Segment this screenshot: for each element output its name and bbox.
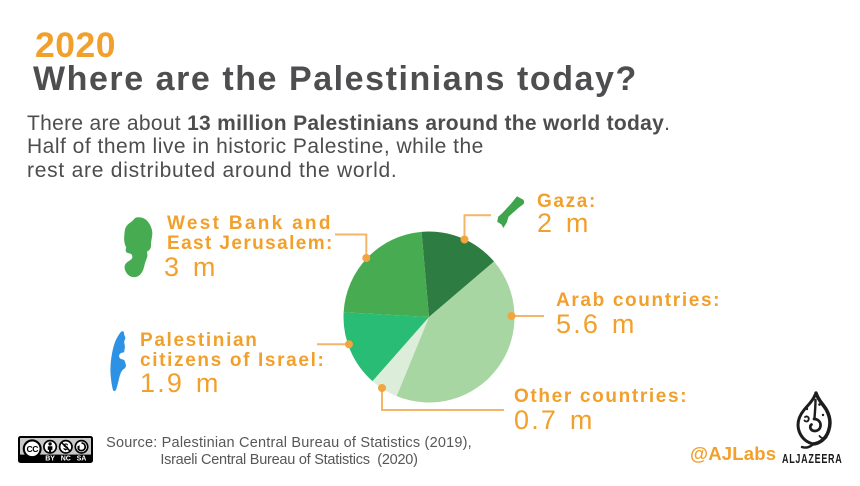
- svg-text:NC: NC: [61, 455, 71, 462]
- svg-text:SA: SA: [77, 455, 87, 462]
- svg-text:BY: BY: [45, 455, 55, 462]
- svg-text:CC: CC: [26, 444, 38, 454]
